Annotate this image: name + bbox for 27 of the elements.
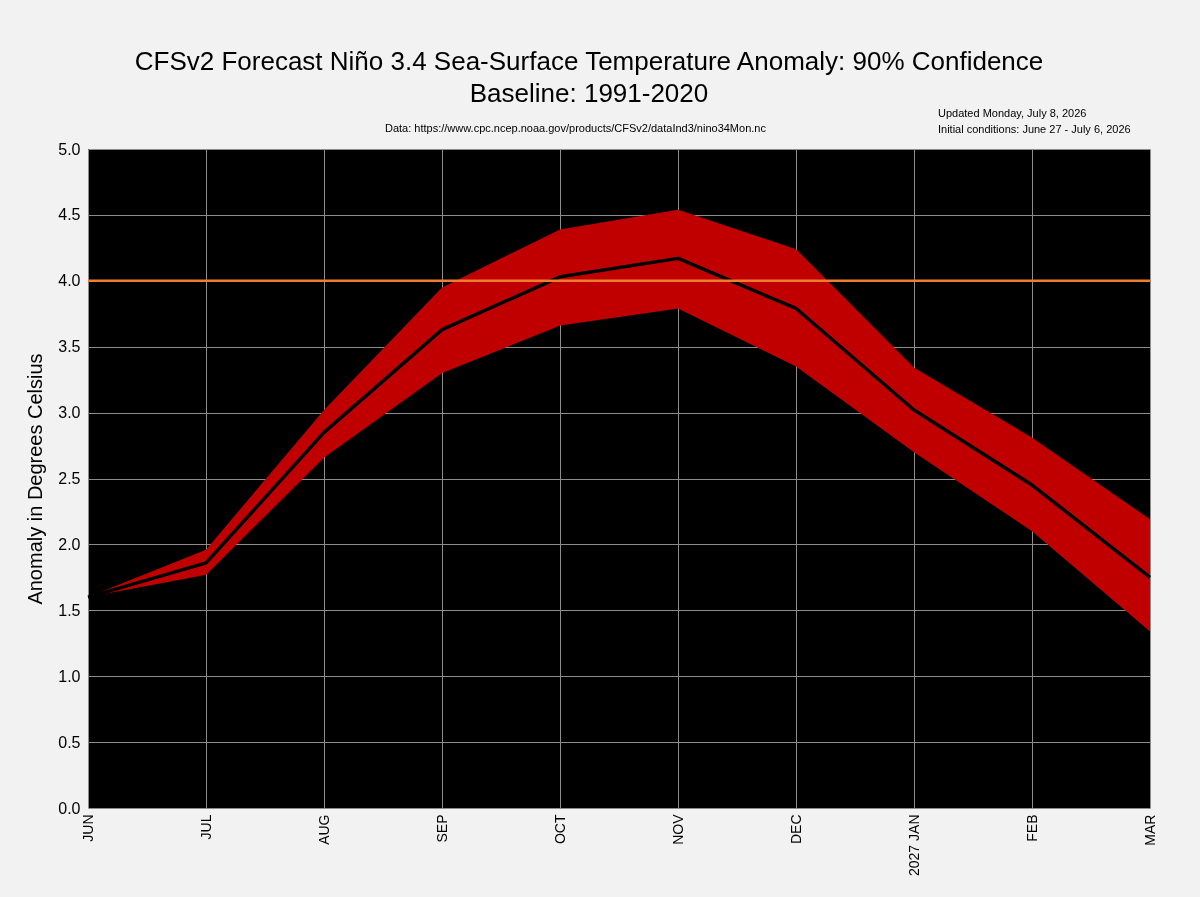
y-axis-title: Anomaly in Degrees Celsius [24, 353, 47, 605]
x-tick-label: 2027 JAN [905, 814, 922, 876]
x-tick-label: OCT [551, 814, 568, 845]
chart-subtitle: Baseline: 1991-2020 [469, 78, 709, 108]
x-tick-label: SEP [433, 814, 450, 843]
y-tick-label: 3.0 [58, 404, 81, 422]
text: Initial conditions: June 27 - July 6, 2026 [938, 123, 1131, 135]
y-tick-label: 1.5 [58, 601, 81, 619]
x-tick-label: DEC [787, 814, 804, 845]
y-tick-label: 0.0 [58, 799, 81, 817]
y-tick-label: 0.5 [58, 733, 81, 751]
text: Data: https://www.cpc.ncep.noaa.gov/products/CFSv2/dataInd3/nino34Mon.nc [385, 122, 766, 134]
x-tick-label: MAR [1141, 814, 1158, 846]
chart-title: CFSv2 Forecast Niño 3.4 Sea-Surface Temperature Anomaly: 90% Confidence [134, 46, 1044, 76]
y-tick-label: 4.0 [58, 272, 81, 290]
x-tick-label: JUL [197, 814, 214, 840]
x-tick-label: JUN [79, 814, 96, 842]
x-tick-label: FEB [1023, 814, 1040, 842]
y-tick-label: 2.0 [58, 535, 81, 553]
y-tick-label: 1.0 [58, 667, 81, 685]
y-tick-label: 3.5 [58, 338, 81, 356]
y-tick-label: 5.0 [58, 140, 81, 158]
y-tick-label: 2.5 [58, 470, 81, 487]
x-tick-label: NOV [669, 813, 686, 845]
x-tick-label: AUG [315, 814, 332, 845]
y-tick-label: 4.5 [58, 206, 81, 224]
text: Updated Monday, July 8, 2026 [938, 107, 1087, 119]
